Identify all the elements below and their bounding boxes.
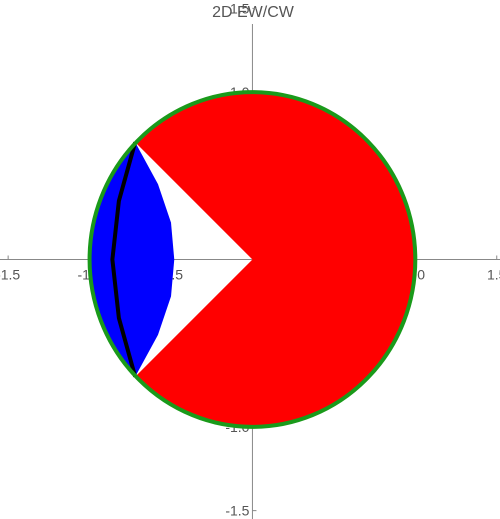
y-tick-label: -1.5 xyxy=(225,503,249,519)
chart-title: 2D EW/CW xyxy=(212,4,295,21)
region xyxy=(89,142,175,377)
circle xyxy=(87,90,418,429)
curve xyxy=(110,141,138,378)
region xyxy=(135,92,416,427)
y-tick-label: 1.5 xyxy=(230,0,250,16)
x-tick-label: 1.5 xyxy=(487,267,500,283)
x-tick-label: -1.5 xyxy=(0,267,20,283)
